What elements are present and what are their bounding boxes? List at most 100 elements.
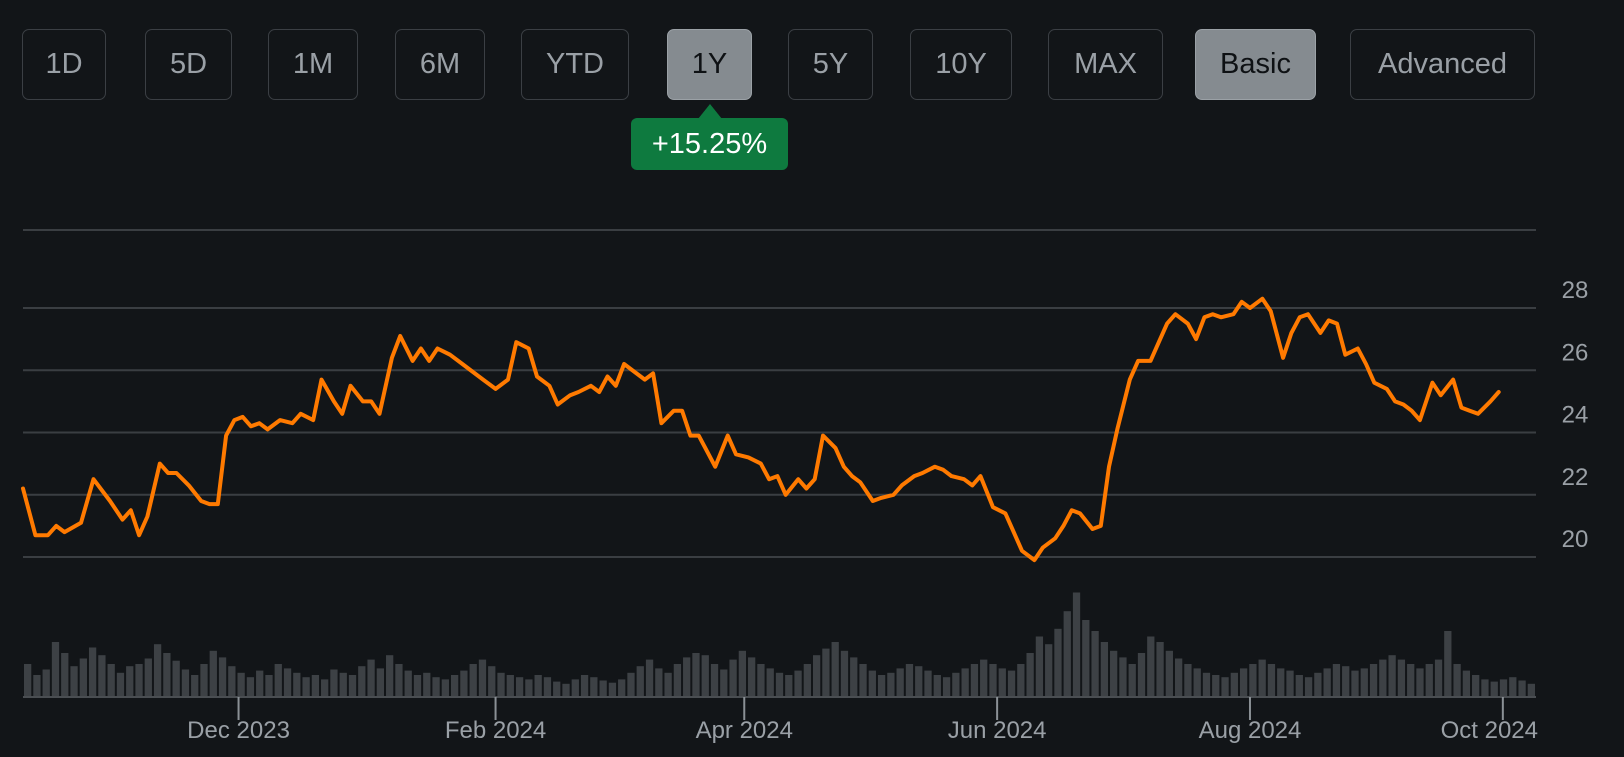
volume-bar xyxy=(692,653,700,697)
range-button-1d[interactable]: 1D xyxy=(22,29,106,100)
volume-bar xyxy=(1174,658,1183,697)
volume-bar xyxy=(794,670,802,697)
volume-bar xyxy=(1128,664,1136,697)
volume-bar xyxy=(1277,668,1285,697)
volume-bar xyxy=(265,675,273,697)
volume-bar xyxy=(1360,668,1368,697)
volume-bar xyxy=(1407,664,1415,697)
volume-bar xyxy=(321,679,329,697)
volume-bar xyxy=(655,668,663,697)
x-tick-label: Dec 2023 xyxy=(187,717,290,744)
volume-bar xyxy=(924,670,932,697)
volume-bar xyxy=(571,679,579,697)
x-tick-label: Apr 2024 xyxy=(696,717,793,744)
volume-bar xyxy=(1481,679,1489,697)
volume-bars xyxy=(24,592,1535,697)
volume-bar xyxy=(293,672,301,697)
range-button-1m[interactable]: 1M xyxy=(268,29,358,100)
volume-bar xyxy=(757,664,765,697)
volume-bar xyxy=(1286,670,1294,697)
volume-bar xyxy=(1314,672,1322,697)
volume-bar xyxy=(1119,657,1127,697)
volume-bar xyxy=(488,666,496,697)
volume-bar xyxy=(933,675,941,697)
volume-bar xyxy=(1518,680,1526,697)
volume-bar xyxy=(246,677,255,697)
volume-bar xyxy=(70,666,78,697)
volume-bar xyxy=(812,655,821,697)
volume-bar xyxy=(1239,668,1248,697)
volume-bar xyxy=(172,660,180,697)
y-tick-label: 22 xyxy=(1562,464,1589,491)
volume-bar xyxy=(868,670,876,697)
volume-bar xyxy=(534,675,542,697)
advanced-mode-button[interactable]: Advanced xyxy=(1350,29,1535,100)
volume-bar xyxy=(116,672,125,697)
volume-bar xyxy=(1184,664,1192,697)
volume-bar xyxy=(850,657,858,697)
volume-bar xyxy=(1379,659,1387,697)
volume-bar xyxy=(905,664,914,697)
volume-bar xyxy=(748,657,756,697)
volume-bar xyxy=(386,655,394,697)
range-button-1y[interactable]: 1Y xyxy=(667,29,752,100)
range-button-max[interactable]: MAX xyxy=(1048,29,1163,100)
volume-bar xyxy=(256,670,264,697)
volume-bar xyxy=(738,650,747,697)
grid-lines xyxy=(23,229,1536,558)
volume-bar xyxy=(1304,677,1313,697)
volume-bar xyxy=(348,675,357,697)
volume-bar xyxy=(515,677,524,697)
volume-bar xyxy=(1017,664,1025,697)
x-tick-label: Jun 2024 xyxy=(948,717,1047,744)
volume-bar xyxy=(88,647,97,697)
volume-bar xyxy=(107,664,115,697)
volume-bar xyxy=(1072,592,1081,697)
volume-bar xyxy=(877,675,886,697)
volume-bar xyxy=(970,664,979,697)
basic-mode-button[interactable]: Basic xyxy=(1195,29,1316,100)
volume-bar xyxy=(989,664,997,697)
volume-bar xyxy=(1351,670,1359,697)
volume-bar xyxy=(302,677,310,697)
volume-bar xyxy=(1267,664,1276,697)
range-button-5d[interactable]: 5D xyxy=(145,29,232,100)
range-button-10y[interactable]: 10Y xyxy=(910,29,1012,100)
volume-bar xyxy=(1388,655,1396,697)
x-axis: Dec 2023 Feb 2024 Apr 2024 Jun 2024 Aug 2024… xyxy=(23,696,1538,744)
volume-bar xyxy=(998,668,1006,697)
volume-bar xyxy=(367,659,375,697)
volume-bar xyxy=(618,679,626,697)
range-button-ytd[interactable]: YTD xyxy=(521,29,629,100)
volume-bar xyxy=(441,679,449,697)
volume-bar xyxy=(51,642,60,697)
volume-bar xyxy=(283,668,292,697)
volume-bar xyxy=(432,677,440,697)
range-button-6m[interactable]: 6M xyxy=(395,29,485,100)
volume-bar xyxy=(1369,664,1378,697)
volume-bar xyxy=(135,664,143,697)
volume-bar xyxy=(1295,675,1303,697)
volume-bar xyxy=(237,672,245,697)
volume-bar xyxy=(1165,650,1173,697)
volume-bar xyxy=(1434,659,1443,697)
volume-bar xyxy=(191,675,199,697)
volume-bar xyxy=(831,642,839,697)
volume-bar xyxy=(404,670,412,697)
volume-bar xyxy=(33,675,41,697)
volume-bar xyxy=(915,666,923,697)
volume-bar xyxy=(729,659,737,697)
range-toolbar: 1D 5D 1M 6M YTD 1Y 5Y 10Y MAX Basic Adva… xyxy=(0,0,1624,110)
range-button-5y[interactable]: 5Y xyxy=(788,29,873,100)
volume-bar xyxy=(1026,653,1034,697)
volume-bar xyxy=(1202,672,1211,697)
volume-bar xyxy=(766,668,774,697)
volume-bar xyxy=(42,669,50,697)
volume-bar xyxy=(599,680,607,697)
volume-bar xyxy=(1230,672,1238,697)
volume-bar xyxy=(580,675,589,697)
volume-bar xyxy=(1332,664,1341,697)
volume-bar xyxy=(1221,677,1229,697)
